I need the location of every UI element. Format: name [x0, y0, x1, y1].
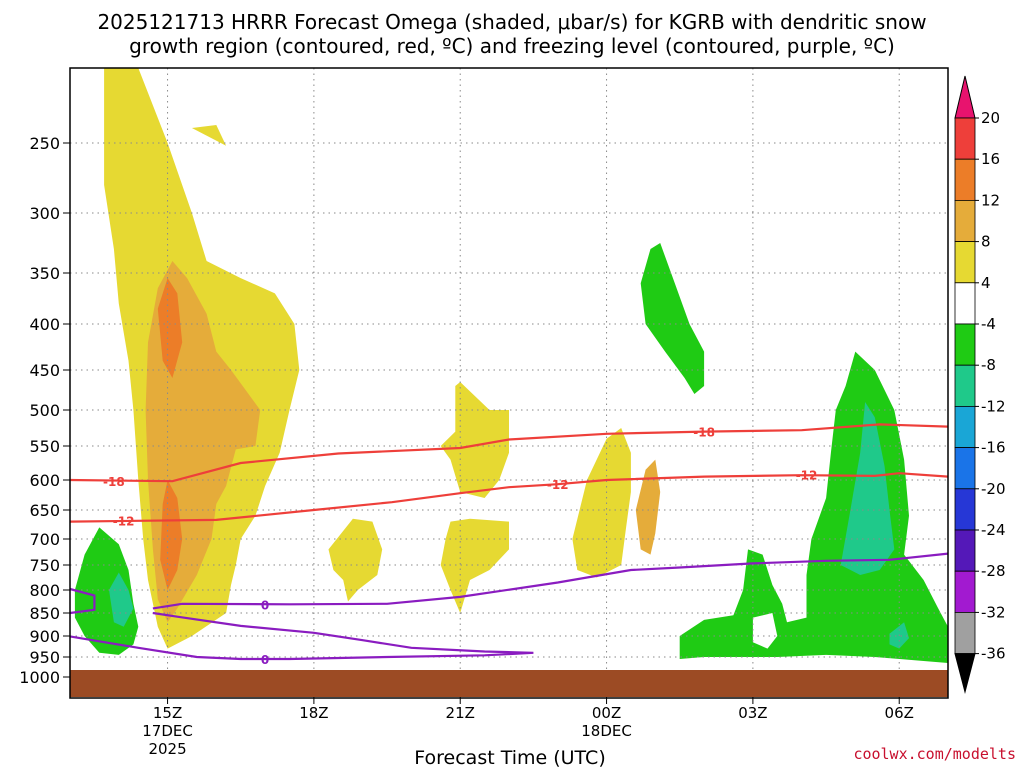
colorbar-label: 12 [981, 191, 1000, 209]
freezing-level-line [69, 587, 96, 615]
colorbar-swatch [954, 570, 976, 613]
colorbar-swatch [954, 117, 976, 160]
x-tick-label: 18Z [299, 704, 328, 722]
y-tick-label: 900 [29, 627, 60, 646]
credit-text: coolwx.com/modelts [853, 745, 1016, 763]
colorbar-swatch [954, 282, 976, 325]
plot-frame [69, 67, 949, 699]
colorbar-swatch [954, 199, 976, 242]
x-tick-year: 2025 [148, 740, 186, 758]
y-tick-label: 250 [29, 134, 60, 153]
y-tick-label: 750 [29, 556, 60, 575]
omega-region [157, 278, 183, 378]
freezing-level-line [69, 611, 534, 661]
grid-lines [70, 68, 948, 697]
colorbar-swatch [954, 612, 976, 655]
contour-label: -12 [113, 514, 135, 528]
omega-region [440, 382, 509, 498]
y-tick-label: 400 [29, 315, 60, 334]
colorbar-label: -28 [981, 562, 1006, 580]
y-tick-label: 300 [29, 204, 60, 223]
omega-region [840, 402, 895, 575]
contour-label: 0 [261, 598, 269, 612]
colorbar-swatch [954, 529, 976, 572]
omega-region [328, 518, 383, 602]
colorbar-swatch [954, 488, 976, 531]
omega-region [440, 518, 509, 613]
x-tick-date: 18DEC [581, 722, 632, 740]
colorbar-label: -8 [981, 356, 996, 374]
omega-region [191, 125, 227, 146]
y-tick-label: 700 [29, 530, 60, 549]
omega-region [572, 428, 631, 578]
omega-region [160, 480, 183, 590]
colorbar-label: 8 [981, 233, 991, 251]
omega-shading [74, 68, 948, 663]
y-tick-label: 450 [29, 361, 60, 380]
y-axis: 250 300 350 400 450 500 550 600 650 700 750 800 850 9… [19, 134, 70, 687]
omega-region [635, 459, 661, 555]
y-tick-label: 350 [29, 264, 60, 283]
ground-surface [70, 670, 948, 697]
colorbar-label: 4 [981, 274, 991, 292]
isotherm-minus18 [69, 423, 949, 483]
colorbar-label: -36 [981, 645, 1006, 663]
contour-label: -12 [796, 469, 818, 483]
colorbar-label: 20 [981, 109, 1000, 127]
colorbar-swatch [954, 447, 976, 490]
y-tick-label: 650 [29, 501, 60, 520]
freezing-level-line [152, 552, 949, 610]
y-tick-label: 800 [29, 581, 60, 600]
omega-gap [752, 613, 778, 649]
contour-lines: -18 -18 -12 -12 -12 0 0 [69, 423, 949, 667]
colorbar-swatch [954, 323, 976, 366]
omega-region [679, 351, 948, 663]
colorbar-label: -24 [981, 521, 1006, 539]
plot-area: -18 -18 -12 -12 -12 0 0 [69, 67, 949, 699]
y-tick-label: 850 [29, 604, 60, 623]
colorbar-label: -12 [981, 397, 1006, 415]
x-tick-label: 15Z [153, 704, 182, 722]
chart-title-line2: growth region (contoured, red, ºC) and f… [129, 34, 895, 58]
colorbar-label: -20 [981, 480, 1006, 498]
contour-label: -18 [103, 475, 125, 489]
colorbar-label: -32 [981, 603, 1006, 621]
colorbar-swatch [954, 241, 976, 284]
x-axis-label: Forecast Time (UTC) [414, 747, 605, 768]
colorbar-arrow-top [954, 75, 976, 119]
contour-label: -12 [547, 478, 569, 492]
colorbar-swatch [954, 158, 976, 201]
chart-title-line1: 2025121713 HRRR Forecast Omega (shaded, … [97, 10, 926, 34]
x-tick-label: 00Z [592, 704, 621, 722]
colorbar-swatch [954, 364, 976, 407]
colorbar: 20 16 12 8 4 -4 -8 -12 -16 -20 -24 -28 -32 -36 [954, 75, 1006, 694]
y-tick-label: 550 [29, 437, 60, 456]
isotherm-minus12 [69, 472, 949, 523]
colorbar-label: -16 [981, 439, 1006, 457]
y-tick-label: 500 [29, 401, 60, 420]
contour-label: -18 [693, 426, 715, 440]
contour-label: 0 [261, 653, 269, 667]
colorbar-swatch [954, 405, 976, 448]
x-tick-label: 06Z [885, 704, 914, 722]
y-tick-label: 600 [29, 471, 60, 490]
colorbar-arrow-bottom [954, 653, 976, 694]
y-tick-label: 950 [29, 648, 60, 667]
x-tick-label: 03Z [738, 704, 767, 722]
colorbar-label: -4 [981, 315, 996, 333]
x-tick-date: 17DEC [142, 722, 193, 740]
colorbar-label: 16 [981, 150, 1000, 168]
y-tick-label: 1000 [19, 668, 60, 687]
omega-region [640, 243, 705, 394]
x-tick-label: 21Z [446, 704, 475, 722]
